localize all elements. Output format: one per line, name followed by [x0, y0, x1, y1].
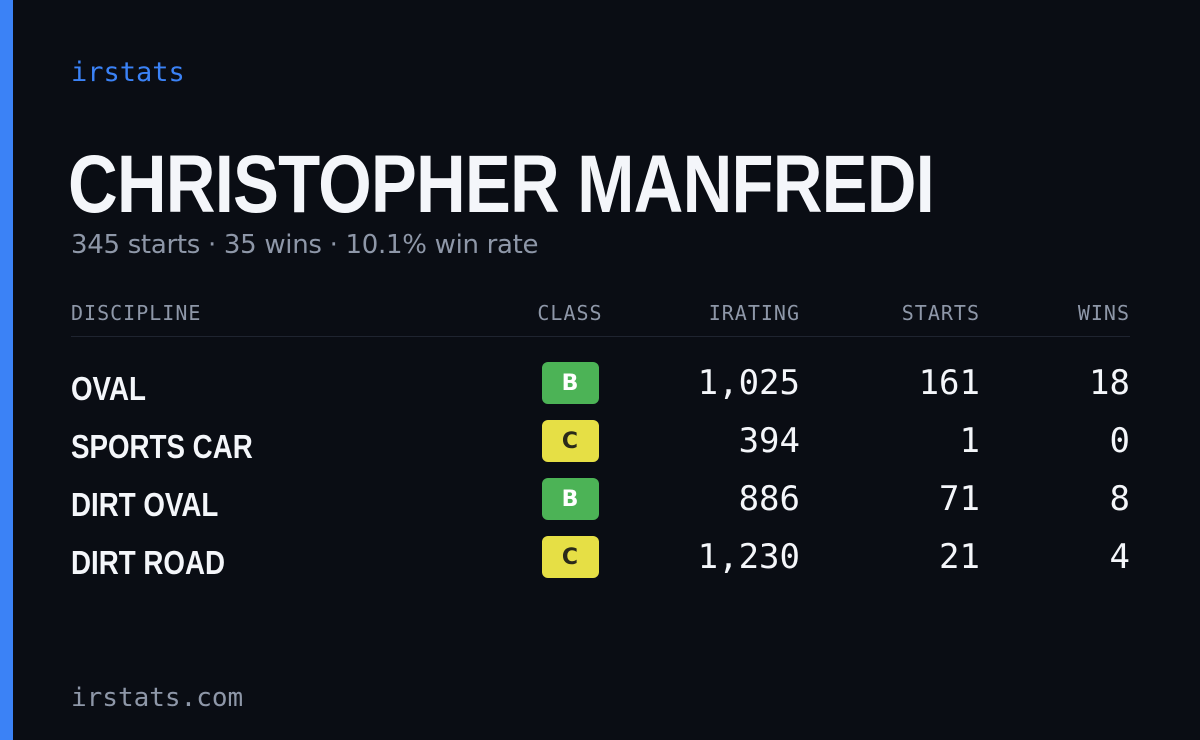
footer-url[interactable]: irstats.com: [71, 683, 244, 713]
class-badge: B: [541, 478, 599, 520]
starts-value: 161: [918, 363, 980, 403]
brand-logo[interactable]: irstats: [71, 57, 185, 88]
header-class: CLASS: [537, 301, 603, 325]
irating-value: 1,230: [697, 537, 800, 577]
discipline-name: DIRT ROAD: [71, 544, 225, 581]
discipline-name: OVAL: [71, 370, 146, 407]
accent-bar: [0, 0, 13, 740]
irating-value: 394: [738, 421, 800, 461]
stats-table: DISCIPLINE CLASS IRATING STARTS WINS OVA…: [71, 300, 1130, 586]
driver-name: CHRISTOPHER MANFREDI: [68, 139, 935, 230]
header-wins: WINS: [1077, 301, 1130, 325]
starts-value: 71: [939, 479, 980, 519]
starts-value: 1: [959, 421, 980, 461]
wins-value: 8: [1109, 479, 1130, 519]
class-badge: C: [541, 420, 599, 462]
header-discipline: DISCIPLINE: [71, 301, 202, 325]
irating-value: 886: [738, 479, 800, 519]
wins-value: 0: [1109, 421, 1130, 461]
header-irating: IRATING: [708, 301, 800, 325]
wins-value: 18: [1089, 363, 1130, 403]
table-row: OVAL B 1,025 161 18: [71, 354, 1130, 412]
wins-value: 4: [1109, 537, 1130, 577]
table-row: DIRT OVAL B 886 71 8: [71, 470, 1130, 528]
header-starts: STARTS: [901, 301, 980, 325]
class-badge: C: [541, 536, 599, 578]
table-row: SPORTS CAR C 394 1 0: [71, 412, 1130, 470]
discipline-name: DIRT OVAL: [71, 486, 219, 523]
irating-value: 1,025: [697, 363, 800, 403]
table-header: DISCIPLINE CLASS IRATING STARTS WINS: [71, 300, 1130, 337]
driver-summary: 345 starts · 35 wins · 10.1% win rate: [71, 230, 539, 260]
class-badge: B: [541, 362, 599, 404]
discipline-name: SPORTS CAR: [71, 428, 253, 465]
starts-value: 21: [939, 537, 980, 577]
table-row: DIRT ROAD C 1,230 21 4: [71, 528, 1130, 586]
